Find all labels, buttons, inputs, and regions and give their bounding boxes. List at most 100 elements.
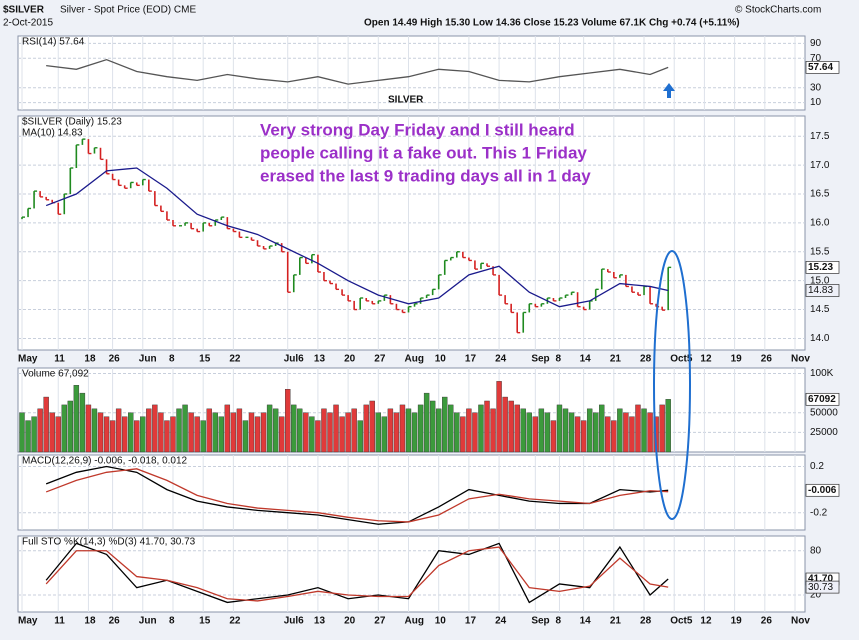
volume-bar [309, 416, 315, 453]
volume-bar [454, 412, 460, 453]
silver-label: SILVER [388, 95, 424, 106]
volume-bar [472, 412, 478, 453]
last-value-label: 41.70 [808, 574, 833, 585]
volume-bar [134, 420, 140, 453]
volume-bar [659, 404, 665, 453]
volume-bar [387, 408, 394, 453]
x-tick-label: May [18, 354, 38, 365]
volume-bar [375, 412, 382, 453]
series-line [45, 542, 669, 604]
volume-bar [31, 416, 37, 453]
last-value-box [805, 284, 840, 297]
x-tick-label: Oct5 [670, 616, 693, 627]
x-tick-label: May [18, 616, 38, 627]
volume-bar [526, 412, 532, 453]
x-tick-label: 27 [374, 354, 386, 365]
volume-bar [417, 404, 424, 453]
volume-bar [146, 408, 152, 453]
series-line [45, 465, 669, 525]
x-tick-label: 8 [169, 616, 175, 627]
volume-bar [369, 400, 375, 453]
y-tick-label: 10 [810, 97, 822, 108]
x-tick-label: 11 [54, 616, 65, 627]
x-tick-label: 28 [640, 354, 652, 365]
legend-entry: MA(10) 14.83 [22, 128, 83, 139]
last-value-label: 14.83 [808, 285, 833, 296]
volume-bar [103, 416, 110, 453]
volume-bar [514, 404, 520, 453]
volume-bar [435, 408, 442, 453]
x-tick-label: Aug [405, 616, 424, 627]
volume-bar [393, 412, 400, 453]
last-value-label: -0.006 [808, 485, 837, 496]
volume-bar [128, 412, 134, 453]
x-tick-label: Jul6 [284, 616, 304, 627]
annotation: erased the last 9 trading days all in 1 … [260, 166, 591, 185]
last-value-label: 67092 [808, 394, 836, 405]
volume-bar [333, 404, 339, 453]
x-tick-label: 13 [314, 616, 326, 627]
legend-title: Full STO %K(14,3) %D(3) 41.70, 30.73 [22, 537, 196, 548]
x-tick-label: 8 [169, 354, 175, 365]
volume-bar [411, 412, 418, 453]
volume-bar [611, 420, 617, 453]
x-tick-label: 18 [84, 616, 96, 627]
volume-bar [158, 412, 164, 453]
y-tick-label: 17.0 [810, 160, 830, 171]
x-tick-label: Jun [139, 354, 157, 365]
x-tick-label: 28 [640, 616, 652, 627]
volume-bar [188, 412, 194, 453]
volume-bar [544, 412, 551, 453]
volume-bar [218, 416, 224, 453]
volume-bar [623, 412, 629, 453]
x-tick-label: 8 [555, 616, 561, 627]
y-tick-label: 15.0 [810, 275, 830, 286]
x-tick-label: 26 [761, 616, 773, 627]
volume-bar [665, 399, 671, 453]
y-tick-label: 15.5 [810, 246, 830, 257]
volume-bar [321, 408, 327, 453]
y-tick-label: 90 [810, 38, 822, 49]
volume-bar [568, 412, 575, 453]
volume-bar [19, 412, 25, 453]
volume-bar [254, 416, 261, 453]
volume-bar [617, 408, 623, 453]
credit: © StockCharts.com [735, 5, 821, 16]
date: 2-Oct-2015 [3, 18, 53, 29]
y-tick-label: 16.0 [810, 218, 830, 229]
volume-bar [266, 404, 273, 453]
volume-bar [423, 392, 430, 453]
y-tick-label: 80 [810, 545, 822, 556]
volume-bar [140, 416, 146, 453]
volume-bar [278, 416, 285, 453]
volume-bar [315, 420, 321, 453]
volume-bar [399, 404, 406, 453]
x-tick-label: Sep [531, 616, 549, 627]
legend-title: MACD(12,26,9) -0.006, -0.018, 0.012 [22, 456, 188, 467]
volume-bar [170, 416, 176, 453]
volume-bar [212, 412, 218, 453]
volume-bar [85, 404, 92, 453]
x-tick-label: 19 [731, 354, 743, 365]
volume-bar [520, 408, 526, 453]
volume-bar [502, 396, 508, 453]
volume-bar [580, 420, 587, 453]
x-tick-label: 22 [229, 616, 241, 627]
x-tick-label: 14 [580, 616, 592, 627]
volume-bar [478, 404, 484, 453]
volume-bar [206, 408, 212, 453]
x-tick-label: 10 [435, 616, 447, 627]
last-value-box [805, 60, 840, 74]
volume-bar [442, 396, 448, 453]
x-tick-label: Jul6 [284, 354, 304, 365]
volume-bar [496, 381, 502, 453]
volume-bar [532, 416, 539, 453]
volume-bar [605, 416, 611, 453]
volume-bar [357, 420, 363, 453]
volume-bar [490, 408, 496, 453]
volume-bar [381, 416, 388, 453]
x-tick-label: Sep [531, 354, 549, 365]
volume-bar [460, 416, 466, 453]
volume-bar [67, 400, 74, 453]
x-tick-label: Nov [791, 354, 810, 365]
